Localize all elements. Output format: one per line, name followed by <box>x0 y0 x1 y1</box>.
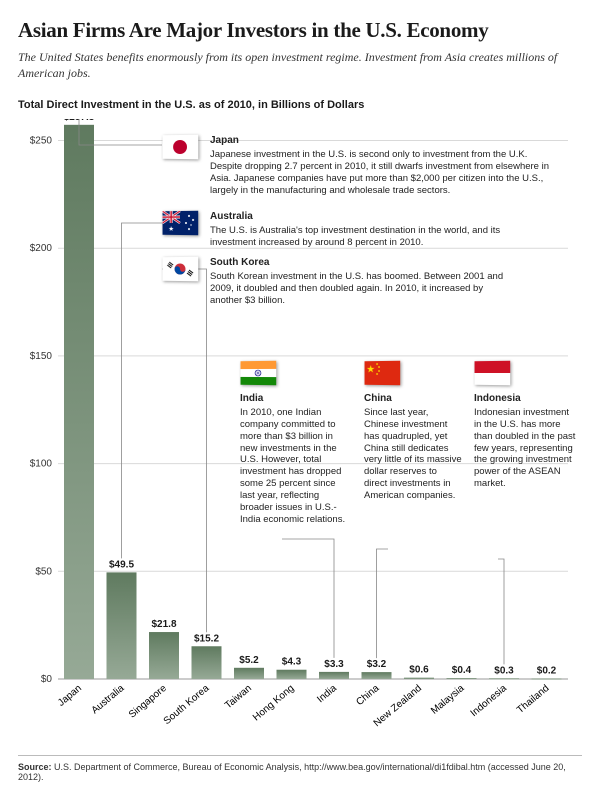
bar <box>277 670 307 679</box>
flag-india-icon <box>241 361 277 386</box>
x-tick-label: Japan <box>56 683 84 709</box>
bar <box>362 672 392 679</box>
x-tick-label: Singapore <box>127 683 169 721</box>
callout-country: India <box>240 393 352 406</box>
x-tick-label: Thailand <box>515 683 551 716</box>
chart-title: Total Direct Investment in the U.S. as o… <box>18 99 582 111</box>
callout-china: ChinaSince last year, Chinese investment… <box>364 393 462 502</box>
page-subtitle: The United States benefits enormously fr… <box>18 49 582 81</box>
callout-text: In 2010, one Indian company committed to… <box>240 407 345 525</box>
flag-china-icon <box>365 361 401 386</box>
bar <box>192 647 222 680</box>
callout-australia: AustraliaThe U.S. is Australia's top inv… <box>210 211 522 248</box>
x-tick-label: South Korea <box>162 683 212 727</box>
bar-value-label: $49.5 <box>109 560 134 571</box>
x-tick-label: Taiwan <box>223 683 254 711</box>
callout-south-korea: South KoreaSouth Korean investment in th… <box>210 257 506 306</box>
x-tick-label: Malaysia <box>429 683 467 717</box>
callout-indonesia: IndonesiaIndonesian investment in the U.… <box>474 393 576 490</box>
callout-country: Australia <box>210 211 522 224</box>
bar <box>234 668 264 679</box>
bar-value-label: $3.3 <box>324 659 344 670</box>
x-tick-label: Australia <box>90 683 127 717</box>
leader-line <box>377 549 389 658</box>
callout-country: China <box>364 393 462 406</box>
source-line: Source: U.S. Department of Commerce, Bur… <box>18 755 582 782</box>
leader-line <box>122 223 163 558</box>
leader-line <box>498 559 504 664</box>
y-tick-label: $250 <box>30 136 53 147</box>
y-tick-label: $200 <box>30 244 53 255</box>
bar-value-label: $0.2 <box>537 666 557 677</box>
flag-southkorea-icon <box>163 257 199 282</box>
source-text: U.S. Department of Commerce, Bureau of E… <box>18 762 566 782</box>
chart-container: $0$50$100$150$200$250$257.3Japan$49.5Aus… <box>18 119 582 759</box>
callout-text: The U.S. is Australia's top investment d… <box>210 225 500 248</box>
bar-value-label: $21.8 <box>151 619 176 630</box>
x-tick-label: Hong Kong <box>251 683 296 724</box>
callout-country: Indonesia <box>474 393 576 406</box>
y-tick-label: $150 <box>30 351 53 362</box>
callout-text: Since last year, Chinese investment has … <box>364 407 462 501</box>
source-label: Source: <box>18 762 52 772</box>
x-tick-label: India <box>315 683 339 706</box>
x-tick-label: Indonesia <box>469 683 510 720</box>
flag-japan-icon <box>163 135 199 160</box>
bar-value-label: $3.2 <box>367 659 387 670</box>
leader-line <box>282 539 334 658</box>
bar <box>489 679 519 680</box>
y-tick-label: $50 <box>35 567 52 578</box>
bar-value-label: $15.2 <box>194 634 219 645</box>
callout-text: South Korean investment in the U.S. has … <box>210 271 503 306</box>
flag-australia-icon <box>163 211 199 236</box>
bar-value-label: $0.3 <box>494 666 514 677</box>
flag-indonesia-icon <box>475 361 511 386</box>
bar-value-label: $0.6 <box>409 665 429 676</box>
bar <box>404 678 434 679</box>
y-tick-label: $100 <box>30 459 53 470</box>
bar-value-label: $0.4 <box>452 666 472 677</box>
callout-japan: JapanJapanese investment in the U.S. is … <box>210 135 552 196</box>
callout-text: Japanese investment in the U.S. is secon… <box>210 149 549 196</box>
bar <box>149 632 179 679</box>
bar-value-label: $4.3 <box>282 657 302 668</box>
bar <box>64 125 94 679</box>
bar <box>107 573 137 680</box>
bar-value-label: $5.2 <box>239 655 259 666</box>
callout-country: South Korea <box>210 257 506 270</box>
callout-india: IndiaIn 2010, one Indian company committ… <box>240 393 352 525</box>
callout-text: Indonesian investment in the U.S. has mo… <box>474 407 575 489</box>
x-tick-label: China <box>354 683 381 709</box>
leader-line <box>162 269 207 632</box>
page-title: Asian Firms Are Major Investors in the U… <box>18 18 582 43</box>
callout-country: Japan <box>210 135 552 148</box>
bar <box>532 679 562 680</box>
bar <box>447 679 477 680</box>
bar <box>319 672 349 679</box>
y-tick-label: $0 <box>41 674 53 685</box>
